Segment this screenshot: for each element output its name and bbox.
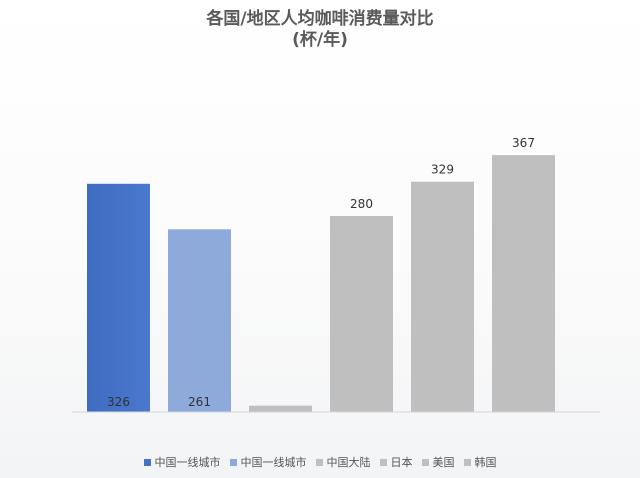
- legend-swatch-3: [315, 458, 323, 466]
- data-label-6: 367: [512, 136, 535, 150]
- data-label-5: 329: [431, 163, 454, 177]
- bar-5: [411, 181, 474, 412]
- legend-label-2: 中国一线城市: [240, 456, 307, 469]
- legend-swatch-1: [143, 458, 151, 466]
- bar-1: [87, 183, 150, 412]
- legend-label-5: 美国: [432, 456, 455, 469]
- data-label-1: 326: [107, 395, 130, 409]
- legend-item-2: 中国一线城市: [229, 454, 307, 470]
- legend-label-3: 中国大陆: [326, 456, 371, 469]
- chart-title: 各国/地区人均咖啡消费量对比: [206, 9, 434, 29]
- legend-swatch-6: [463, 458, 471, 466]
- legend-item-1: 中国一线城市: [143, 454, 221, 470]
- legend-item-5: 美国: [421, 454, 455, 470]
- data-label-2: 261: [188, 395, 211, 409]
- bar-3: [249, 405, 312, 412]
- bar-4: [330, 216, 393, 412]
- legend-swatch-5: [421, 458, 429, 466]
- legend-item-3: 中国大陆: [315, 454, 371, 470]
- chart-subtitle: (杯/年): [292, 30, 348, 50]
- legend-label-6: 韩国: [474, 456, 497, 469]
- data-label-4: 280: [350, 197, 373, 211]
- legend-label-4: 日本: [390, 456, 413, 469]
- bar-2: [168, 229, 231, 412]
- legend-swatch-2: [229, 458, 237, 466]
- legend-item-4: 日本: [379, 454, 413, 470]
- legend-swatch-4: [379, 458, 387, 466]
- bar-6: [492, 155, 555, 412]
- legend-label-1: 中国一线城市: [154, 456, 221, 469]
- legend-item-6: 韩国: [463, 454, 497, 470]
- legend: 中国一线城市 中国一线城市 中国大陆 日本 美国 韩国: [0, 455, 640, 469]
